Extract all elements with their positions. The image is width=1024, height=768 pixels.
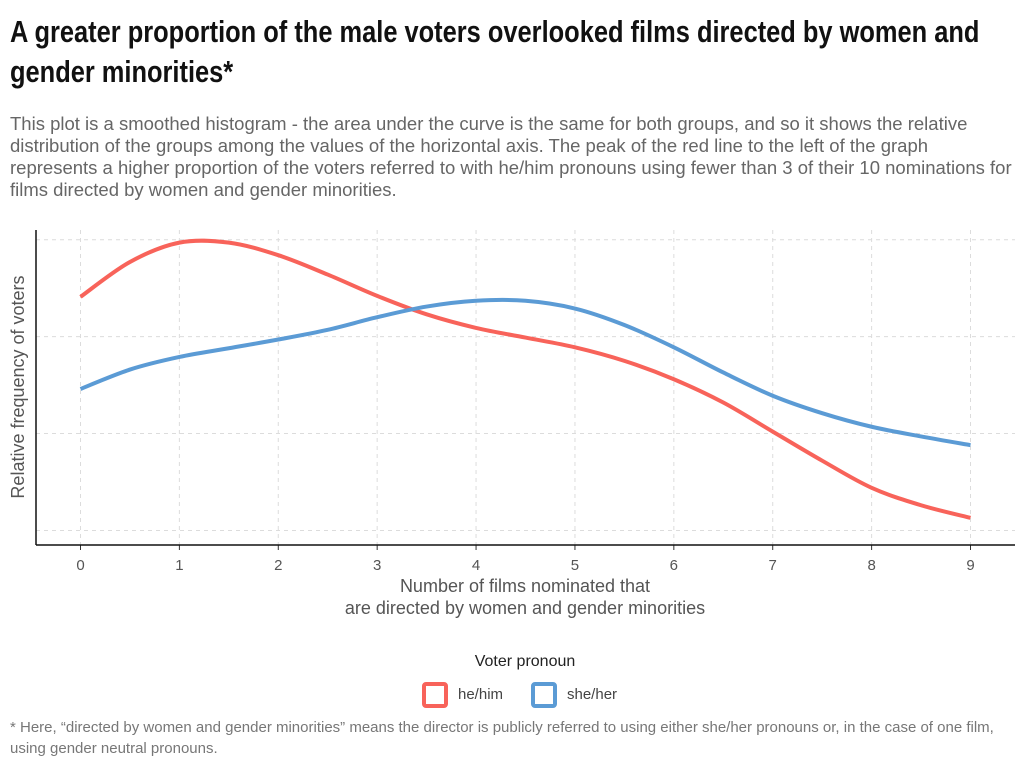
x-tick-label: 0 (76, 557, 84, 574)
legend-item: she/her (531, 682, 617, 708)
x-tick-label: 2 (274, 557, 282, 574)
legend-swatch (422, 682, 448, 708)
y-axis-label: Relative frequency of voters (8, 275, 28, 498)
x-tick-label: 9 (966, 557, 974, 574)
legend-item: he/him (422, 682, 503, 708)
chart-title: A greater proportion of the male voters … (10, 14, 980, 89)
legend-title: Voter pronoun (475, 653, 576, 670)
chart-subtitle: This plot is a smoothed histogram - the … (10, 113, 1012, 200)
x-tick-label: 4 (472, 557, 480, 574)
legend-label: she/her (567, 686, 617, 703)
data-line (79, 238, 971, 520)
x-tick-label: 1 (175, 557, 183, 574)
x-axis-label: Number of films nominated that are direct… (345, 576, 705, 618)
x-tick-label: 7 (769, 557, 777, 574)
x-tick-label: 5 (571, 557, 579, 574)
legend-label: he/him (458, 686, 503, 703)
x-tick-label: 6 (670, 557, 678, 574)
footnote: * Here, “directed by women and gender mi… (10, 719, 994, 757)
x-tick-label: 8 (867, 557, 875, 574)
x-tick-label: 3 (373, 557, 381, 574)
data-line (79, 297, 971, 448)
legend-swatch (531, 682, 557, 708)
